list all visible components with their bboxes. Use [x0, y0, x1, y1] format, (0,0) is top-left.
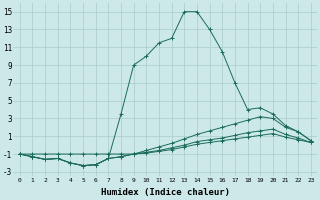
X-axis label: Humidex (Indice chaleur): Humidex (Indice chaleur) — [101, 188, 230, 197]
